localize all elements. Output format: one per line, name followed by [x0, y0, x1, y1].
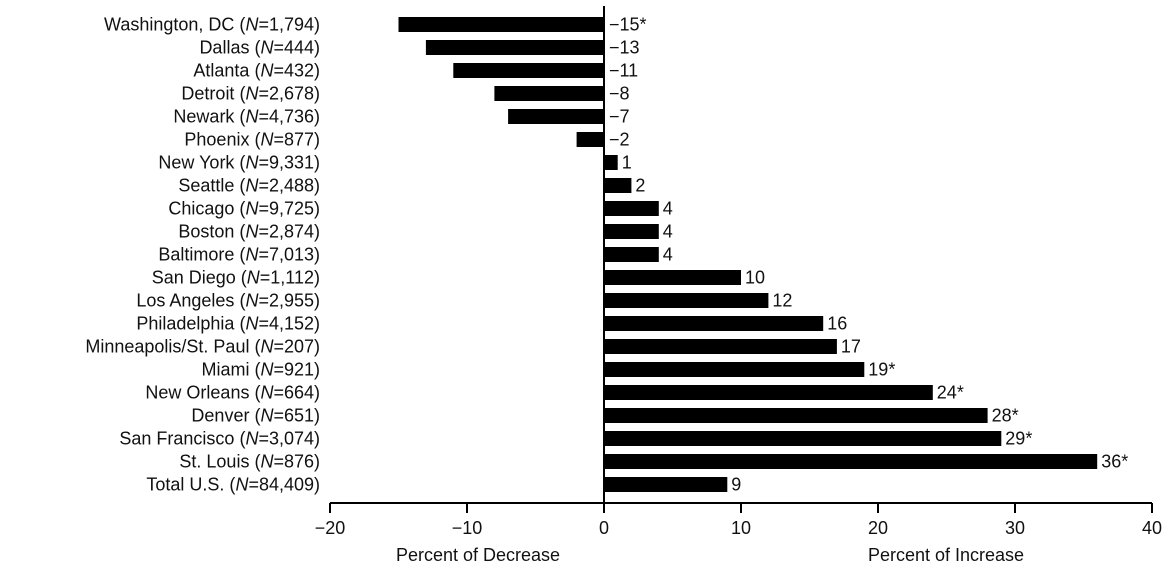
- category-label: Seattle (N=2,488): [178, 176, 320, 196]
- category-label: San Francisco (N=3,074): [119, 429, 320, 449]
- data-labels: −15*−13−11−8−7−2124441012161719*24*28*29…: [609, 15, 1128, 495]
- category-label: Newark (N=4,736): [173, 107, 320, 127]
- category-label: Philadelphia (N=4,152): [136, 314, 320, 334]
- category-label: Phoenix (N=877): [184, 130, 320, 150]
- bar: [604, 155, 618, 170]
- x-axis-title-decrease: Percent of Decrease: [396, 545, 560, 565]
- x-tick-label: −10: [452, 518, 483, 538]
- data-label: −8: [609, 84, 630, 104]
- x-tick-label: 30: [1005, 518, 1025, 538]
- data-label: 28*: [992, 406, 1019, 426]
- category-label: Total U.S. (N=84,409): [146, 475, 320, 495]
- data-label: −11: [609, 61, 638, 81]
- data-label: −13: [609, 38, 640, 58]
- data-label: −15*: [609, 15, 647, 35]
- bar: [604, 293, 769, 308]
- bar: [453, 63, 604, 78]
- bar: [398, 17, 604, 32]
- bar: [604, 408, 988, 423]
- category-label: Minneapolis/St. Paul (N=207): [85, 337, 320, 357]
- data-label: −2: [609, 130, 630, 150]
- bar: [604, 362, 865, 377]
- category-label: Washington, DC (N=1,794): [104, 15, 320, 35]
- category-label: Dallas (N=444): [199, 38, 320, 58]
- category-label: Boston (N=2,874): [178, 222, 320, 242]
- bar: [425, 40, 604, 55]
- category-label: Atlanta (N=432): [193, 61, 320, 81]
- bar: [604, 247, 659, 262]
- data-label: 4: [663, 245, 673, 265]
- category-label: Baltimore (N=7,013): [158, 245, 320, 265]
- data-label: 19*: [868, 360, 895, 380]
- category-labels: Washington, DC (N=1,794) Dallas (N=444) At…: [85, 15, 320, 495]
- bar: [604, 454, 1098, 469]
- data-label: 36*: [1101, 452, 1128, 472]
- bar: [508, 109, 604, 124]
- x-tick-label: 40: [1142, 518, 1162, 538]
- category-label: Detroit (N=2,678): [181, 84, 320, 104]
- bar: [604, 270, 741, 285]
- bar: [604, 385, 933, 400]
- category-label: New Orleans (N=664): [145, 383, 320, 403]
- data-label: 24*: [937, 383, 964, 403]
- data-label: 4: [663, 199, 673, 219]
- category-label: Denver (N=651): [191, 406, 320, 426]
- data-label: −7: [609, 107, 630, 127]
- bar: [604, 178, 632, 193]
- category-label: St. Louis (N=876): [179, 452, 320, 472]
- bar: [576, 132, 604, 147]
- x-axis-title-increase: Percent of Increase: [868, 545, 1024, 565]
- data-label: 1: [622, 153, 632, 173]
- bar: [604, 477, 728, 492]
- data-label: 9: [731, 475, 741, 495]
- category-label: Los Angeles (N=2,955): [136, 291, 320, 311]
- data-label: 4: [663, 222, 673, 242]
- data-label: 16: [827, 314, 847, 334]
- x-tick-label: 10: [731, 518, 751, 538]
- data-label: 17: [841, 337, 861, 357]
- data-label: 29*: [1005, 429, 1032, 449]
- bar: [604, 316, 824, 331]
- category-label: San Diego (N=1,112): [152, 268, 320, 288]
- category-label: New York (N=9,331): [158, 153, 320, 173]
- bar: [604, 339, 837, 354]
- x-tick-label: 0: [599, 518, 609, 538]
- x-tick-label: 20: [868, 518, 888, 538]
- data-label: 2: [635, 176, 645, 196]
- x-tick-label: −20: [315, 518, 346, 538]
- bar: [494, 86, 604, 101]
- category-label: Miami (N=921): [201, 360, 320, 380]
- bar: [604, 431, 1002, 446]
- x-axis-ticks: −20 −10 0 10 20 30 40: [315, 503, 1162, 538]
- data-label: 12: [772, 291, 792, 311]
- category-label: Chicago (N=9,725): [168, 199, 320, 219]
- data-label: 10: [745, 268, 765, 288]
- bar: [604, 201, 659, 216]
- bar: [604, 224, 659, 239]
- bars-group: [398, 17, 1098, 492]
